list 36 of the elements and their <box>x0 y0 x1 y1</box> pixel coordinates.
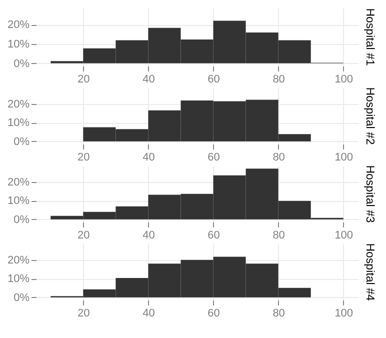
x-tick-label: 20 <box>78 74 90 86</box>
y-tick-label: 0% <box>14 136 30 148</box>
y-tick-label: 20% <box>7 254 30 267</box>
y-tick-label: 10% <box>7 195 30 208</box>
y-tick-label: 0% <box>14 58 30 70</box>
x-tick-label: 100 <box>334 152 354 164</box>
text: Hospital #3 <box>364 165 376 223</box>
x-tick-label: 40 <box>142 152 155 164</box>
x-tick-label: 100 <box>334 230 354 242</box>
x-tick-label: 80 <box>272 152 285 164</box>
x-tick-label: 20 <box>78 308 90 320</box>
x-tick-label: 40 <box>142 74 155 86</box>
text: Hospital #1 <box>364 8 376 66</box>
y-tick-label: 20% <box>7 19 30 32</box>
x-tick-label: 60 <box>208 308 220 320</box>
x-tick-label: 80 <box>272 308 285 320</box>
x-tick-label: 100 <box>334 308 354 320</box>
x-tick-label: 80 <box>272 74 285 86</box>
y-tick-label: 10% <box>7 117 30 130</box>
x-tick-label: 80 <box>272 230 285 242</box>
y-tick-label: 0% <box>14 214 30 226</box>
y-tick-label: 10% <box>7 273 30 286</box>
x-tick-label: 60 <box>208 230 220 242</box>
y-tick-label: 20% <box>7 98 30 111</box>
text: Hospital #4 <box>364 243 376 302</box>
y-tick-label: 20% <box>7 176 30 189</box>
x-tick-label: 40 <box>142 230 155 242</box>
y-tick-label: 10% <box>7 38 30 50</box>
x-tick-label: 20 <box>78 230 90 242</box>
x-tick-label: 100 <box>334 74 354 86</box>
x-tick-label: 20 <box>78 152 90 164</box>
x-tick-label: 60 <box>208 74 220 86</box>
x-tick-label: 60 <box>208 152 220 164</box>
y-tick-label: 0% <box>14 292 30 304</box>
x-tick-label: 40 <box>142 308 155 320</box>
text: Hospital #2 <box>364 87 376 145</box>
